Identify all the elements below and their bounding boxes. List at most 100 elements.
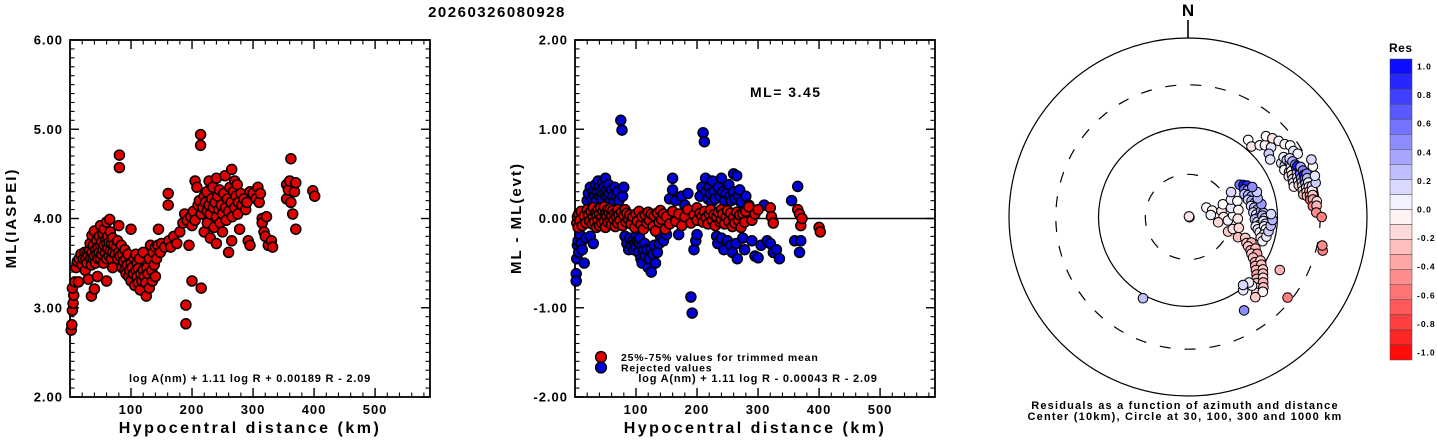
data-point (125, 223, 137, 235)
colorbar-tick-label: 0.8 (1417, 90, 1432, 100)
colorbar-tick-label: -0.4 (1417, 262, 1436, 272)
polar-residual-point (1233, 204, 1244, 216)
rejected-point (649, 257, 662, 269)
colorbar-tick-label: 0.6 (1417, 119, 1432, 129)
data-point (285, 196, 297, 209)
data-point (244, 239, 256, 252)
data-point (180, 299, 192, 311)
data-point (194, 139, 207, 152)
colorbar-segment (1389, 103, 1413, 120)
rejected-point (785, 194, 798, 207)
data-point (100, 275, 113, 287)
polar-residual-point (1265, 208, 1277, 220)
colorbar-title: Res (1389, 41, 1413, 55)
p2-ylabel: ML - ML(evt) (508, 162, 525, 274)
data-point (254, 187, 267, 200)
rejected-point (715, 172, 728, 185)
rejected-point (793, 246, 806, 259)
data-point (103, 213, 116, 226)
polar-residual-point (1205, 209, 1217, 221)
y-tick-label: 1.00 (539, 122, 568, 137)
rejected-point (587, 237, 600, 250)
rejected-point (645, 266, 658, 278)
data-point (222, 246, 235, 259)
data-point (72, 276, 85, 288)
colorbar-segment (1389, 284, 1413, 301)
rejected-point (730, 169, 743, 182)
rejected-point (570, 275, 582, 287)
polar-caption-line1: Residuals as a function of azimuth and d… (1031, 400, 1339, 412)
polar-residual-plot (1008, 20, 1368, 397)
polar-residual-point (1233, 222, 1245, 234)
polar-residual-point (1232, 213, 1244, 224)
polar-residual-point (1257, 286, 1269, 298)
colorbar-segment (1389, 209, 1413, 225)
y-tick-label: -1.00 (533, 300, 568, 315)
data-point (152, 223, 165, 235)
y-tick-label: 2.00 (34, 390, 63, 405)
data-point (225, 163, 238, 176)
data-point (195, 282, 207, 294)
data-point (233, 223, 246, 235)
rejected-point (773, 252, 786, 265)
polar-residual-point (1225, 186, 1237, 198)
data-point (66, 318, 78, 331)
colorbar-segment (1389, 269, 1413, 286)
polar-residual-point (1317, 240, 1328, 251)
colorbar-segment (1389, 58, 1413, 75)
x-tick-label: 300 (241, 402, 266, 417)
left-scatter-plot: 100 200 300 400 500 6.00 5.00 4.00 3.00 2.00 (34, 33, 431, 417)
x-tick-label: 300 (746, 402, 771, 417)
y-tick-label: 0.00 (539, 211, 568, 226)
rejected-point (618, 181, 630, 194)
rejected-point (666, 184, 679, 196)
data-point (186, 275, 198, 287)
data-point (113, 149, 126, 161)
colorbar-segment (1389, 254, 1413, 270)
data-point (210, 237, 223, 250)
colorbar: 1.0 0.8 0.6 0.4 0.2 0.0 -0.2 -0.4 -0.6 -0.8 -1.0 (1389, 58, 1436, 361)
rejected-point (682, 187, 694, 200)
data-point (82, 273, 95, 285)
data-point (162, 199, 174, 211)
rejected-point (616, 124, 628, 136)
colorbar-segment (1389, 299, 1413, 316)
data-point (183, 239, 195, 252)
x-tick-label: 100 (624, 402, 649, 417)
data-point (308, 190, 321, 202)
colorbar-segment (1389, 194, 1413, 210)
rejected-point (685, 291, 697, 303)
colorbar-segment (1389, 73, 1413, 90)
rejected-point (752, 252, 764, 264)
x-tick-label: 400 (807, 402, 832, 417)
rejected-point (698, 135, 711, 148)
data-point (149, 270, 162, 283)
accepted-point (796, 212, 808, 225)
x-tick-label: 200 (685, 402, 710, 417)
x-tick-label: 200 (180, 402, 205, 417)
polar-residual-point (1212, 217, 1224, 228)
residual-plot: 100 200 300 400 500 2.00 1.00 0.00 -1.00 -2.00 (533, 33, 936, 417)
polar-residual-point (1137, 292, 1149, 304)
p1-ylabel: ML(IASPEI) (3, 168, 20, 269)
data-point (290, 223, 302, 235)
data-point (171, 237, 183, 250)
y-tick-label: -2.00 (533, 390, 568, 405)
colorbar-segment (1389, 149, 1413, 165)
accepted-point (814, 226, 827, 238)
polar-residual-point (1309, 170, 1321, 182)
polar-residual-point (1247, 181, 1258, 193)
colorbar-tick-label: -0.8 (1417, 319, 1436, 329)
p2-xlabel: Hypocentral distance (km) (624, 420, 887, 437)
rejected-point (691, 228, 703, 241)
data-point (216, 226, 229, 238)
rejected-point (686, 307, 698, 319)
distance-ring-100km (1097, 126, 1279, 308)
colorbar-segment (1389, 164, 1413, 180)
data-point (286, 208, 299, 220)
y-tick-label: 6.00 (34, 33, 63, 48)
legend-rejected-label: Rejected values (621, 363, 712, 375)
polar-residual-point (1237, 279, 1249, 291)
legend-rejected-marker (594, 361, 608, 374)
p2-formula: log A(nm) + 1.11 log R - 0.00043 R - 2.0… (638, 373, 877, 385)
